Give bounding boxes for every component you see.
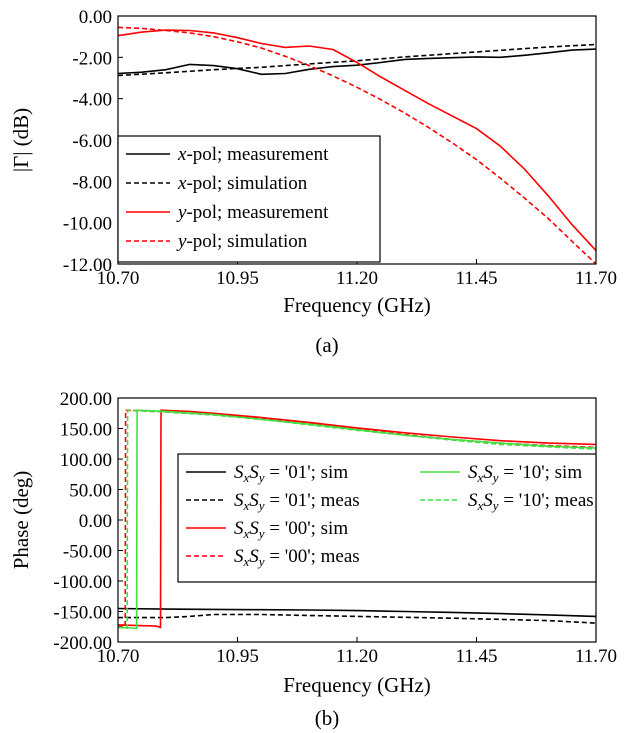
- y-tick-label: -6.00: [72, 131, 112, 152]
- legend: x-pol; measurement x-pol; simulation y-pol…: [117, 135, 381, 263]
- legend-label-4: y-pol; simulation: [176, 231, 308, 252]
- x-tick-label: 11.45: [455, 268, 497, 289]
- series-line-2: [118, 613, 596, 624]
- legend-box: [177, 453, 597, 583]
- legend-label-3: SxSy = '00'; sim: [234, 518, 348, 541]
- legend: SxSy = '01'; sim SxSy = '01'; meas SxSy = …: [177, 453, 597, 583]
- y-tick-label: -2.00: [72, 48, 112, 69]
- series-line-1: [118, 607, 596, 618]
- legend-label-6: SxSy = '10'; meas: [468, 490, 594, 513]
- y-tick-label: 50.00: [69, 481, 112, 502]
- y-tick-label: -100.00: [53, 572, 112, 593]
- series-line-3: [118, 409, 596, 629]
- y-tick-label: -12.00: [63, 255, 112, 276]
- figure-caption: (b): [315, 706, 340, 730]
- x-tick-label: 11.20: [336, 268, 378, 289]
- legend-label-3: y-pol; measurement: [176, 202, 329, 223]
- y-tick-label: -150.00: [53, 603, 112, 624]
- y-tick-label: -4.00: [72, 90, 112, 111]
- x-tick-label: 10.70: [97, 646, 140, 667]
- series-line-2: [118, 43, 596, 77]
- series-line-4: [118, 26, 596, 264]
- series-line-3: [118, 29, 596, 252]
- series-line-1: [118, 48, 596, 76]
- x-tick-label: 10.70: [97, 268, 140, 289]
- y-tick-label: 150.00: [60, 420, 112, 441]
- series-group: [118, 26, 596, 264]
- x-tick-label: 11.70: [575, 268, 617, 289]
- figure-caption: (a): [315, 333, 338, 357]
- y-axis-label: |Γ| (dB): [9, 108, 33, 172]
- y-tick-label: -50.00: [63, 542, 112, 563]
- x-tick-label: 10.95: [216, 268, 259, 289]
- legend-label-1: SxSy = '01'; sim: [234, 462, 348, 485]
- y-axis-label: Phase (deg): [9, 471, 33, 570]
- y-tick-label: 0.00: [79, 7, 112, 28]
- chart-b: 10.70 10.95 11.20 11.45 11.70 200.00 150.00 100…: [9, 389, 617, 730]
- legend-label-4: SxSy = '00'; meas: [234, 546, 360, 569]
- y-tick-label: -8.00: [72, 172, 112, 193]
- legend-label-2: SxSy = '01'; meas: [234, 490, 360, 513]
- y-tick-label: 100.00: [60, 450, 112, 471]
- series-group: [118, 409, 596, 630]
- x-axis-label: Frequency (GHz): [283, 293, 431, 317]
- y-tick-label: -10.00: [63, 214, 112, 235]
- x-tick-label: 11.45: [455, 646, 497, 667]
- chart-a: 10.70 10.95 11.20 11.45 11.70 0.00 -2.00 -4.00 -…: [9, 7, 617, 357]
- x-tick-label: 11.70: [575, 646, 617, 667]
- series-line-6: [118, 409, 596, 629]
- x-tick-label: 11.20: [336, 646, 378, 667]
- y-tick-label: 200.00: [60, 389, 112, 410]
- x-axis-label: Frequency (GHz): [283, 673, 431, 697]
- y-tick-label: 0.00: [79, 511, 112, 532]
- legend-label-5: SxSy = '10'; sim: [468, 462, 582, 485]
- y-tick-label: -200.00: [53, 633, 112, 654]
- legend-label-2: x-pol; simulation: [177, 173, 308, 194]
- legend-label-1: x-pol; measurement: [177, 144, 329, 165]
- x-tick-label: 10.95: [216, 646, 259, 667]
